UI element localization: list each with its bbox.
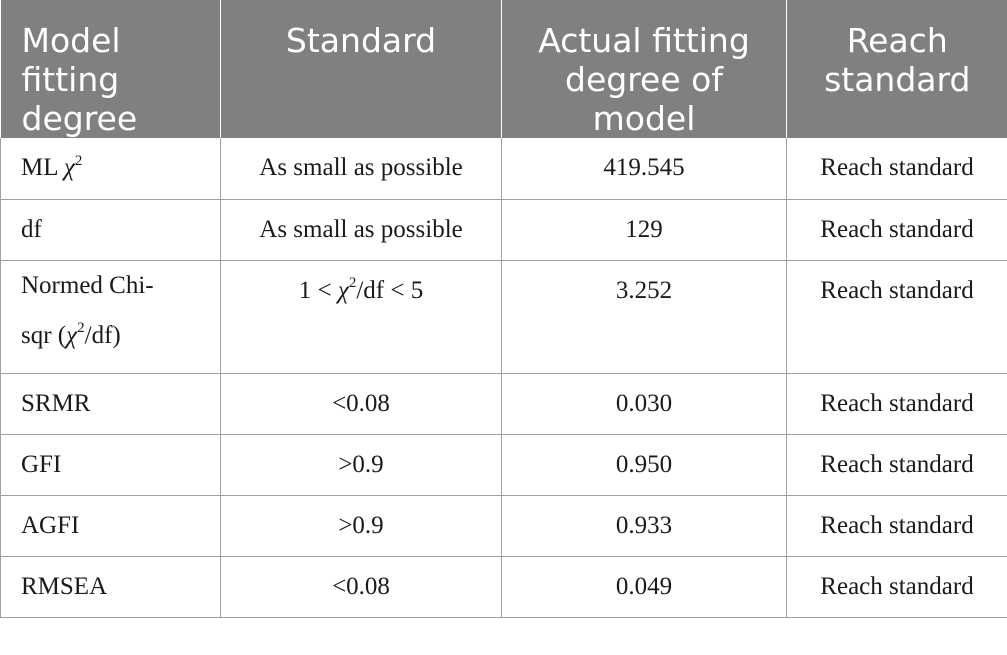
table-body: ML χ2 As small as possible 419.545 Reach… [0, 138, 1007, 618]
standard-cell: As small as possible [220, 198, 502, 261]
result-cell: Reach standard [786, 433, 1007, 496]
standard-cell: <0.08 [220, 372, 502, 435]
metric-cell: RMSEA [0, 555, 221, 618]
metric-label: ML [21, 154, 58, 181]
actual-cell: 3.252 [501, 259, 787, 374]
actual-cell: 129 [501, 198, 787, 261]
header-model-fitting-degree: Model fitting degree [0, 0, 221, 138]
standard-cell: >0.9 [220, 494, 502, 557]
chi-symbol: χ [337, 276, 349, 304]
standard-cell: >0.9 [220, 433, 502, 496]
result-cell: Reach standard [786, 555, 1007, 618]
header-reach-standard: Reach standard [786, 0, 1007, 138]
result-cell: Reach standard [786, 198, 1007, 261]
metric-line-1: Normed Chi- [21, 271, 154, 299]
actual-cell: 0.030 [501, 372, 787, 435]
table-row: ML χ2 As small as possible 419.545 Reach… [0, 138, 1007, 200]
superscript: 2 [348, 275, 357, 292]
table-row: Normed Chi-sqr (χ2/df) 1 < χ2/df < 5 3.2… [0, 259, 1007, 374]
header-row: Model fitting degree Standard Actual fit… [0, 0, 1007, 138]
table-row: SRMR <0.08 0.030 Reach standard [0, 372, 1007, 435]
metric-cell: df [0, 198, 221, 261]
actual-cell: 0.950 [501, 433, 787, 496]
table-header: Model fitting degree Standard Actual fit… [0, 0, 1007, 138]
actual-cell: 0.049 [501, 555, 787, 618]
metric-line-2-prefix: sqr ( [21, 321, 67, 349]
metric-cell: ML χ2 [0, 138, 221, 200]
metric-cell: Normed Chi-sqr (χ2/df) [0, 259, 221, 374]
standard-suffix: /df < 5 [356, 276, 424, 304]
chi-symbol: χ [63, 154, 75, 181]
metric-cell: SRMR [0, 372, 221, 435]
model-fit-table: Model fitting degree Standard Actual fit… [0, 0, 1007, 618]
superscript: 2 [77, 320, 85, 337]
table-row: GFI >0.9 0.950 Reach standard [0, 433, 1007, 496]
chi-symbol: χ [66, 321, 78, 349]
standard-cell: <0.08 [220, 555, 502, 618]
metric-line-2-suffix: /df) [84, 321, 121, 349]
table-row: df As small as possible 129 Reach standa… [0, 198, 1007, 261]
standard-cell: 1 < χ2/df < 5 [220, 259, 502, 374]
result-cell: Reach standard [786, 494, 1007, 557]
superscript: 2 [74, 152, 83, 169]
result-cell: Reach standard [786, 138, 1007, 200]
table-row: AGFI >0.9 0.933 Reach standard [0, 494, 1007, 557]
header-actual-fitting-degree: Actual fitting degree of model [501, 0, 787, 138]
standard-prefix: 1 < [298, 276, 338, 304]
actual-cell: 419.545 [501, 138, 787, 200]
standard-cell: As small as possible [220, 138, 502, 200]
header-standard: Standard [220, 0, 502, 138]
result-cell: Reach standard [786, 372, 1007, 435]
metric-cell: AGFI [0, 494, 221, 557]
metric-cell: GFI [0, 433, 221, 496]
table-row: RMSEA <0.08 0.049 Reach standard [0, 555, 1007, 618]
actual-cell: 0.933 [501, 494, 787, 557]
result-cell: Reach standard [786, 259, 1007, 374]
